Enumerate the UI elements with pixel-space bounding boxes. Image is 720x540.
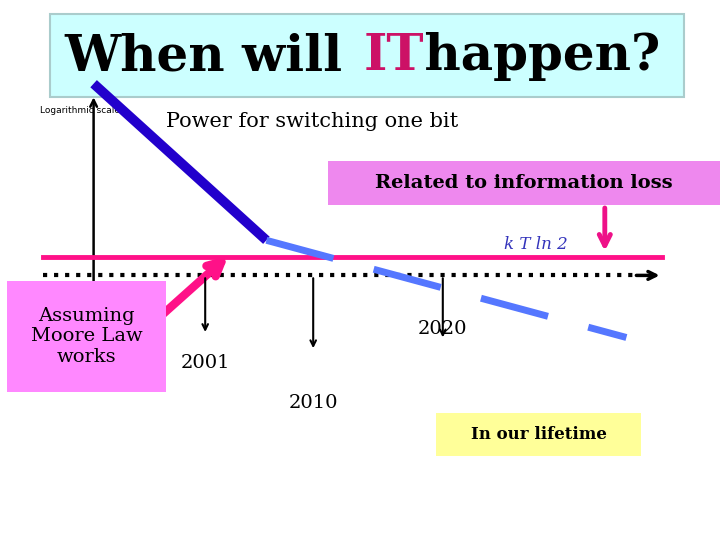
Text: IT: IT (364, 32, 424, 81)
FancyBboxPatch shape (7, 281, 166, 392)
Text: Power for switching one bit: Power for switching one bit (166, 112, 458, 131)
Text: Logarithmic scale: Logarithmic scale (40, 106, 120, 115)
Text: Related to information loss: Related to information loss (374, 174, 672, 192)
FancyBboxPatch shape (50, 14, 684, 97)
Text: In our lifetime: In our lifetime (471, 426, 606, 443)
Text: 2001: 2001 (181, 354, 230, 372)
Text: 2010: 2010 (289, 394, 338, 412)
Text: k T ln 2: k T ln 2 (504, 236, 568, 253)
Text: Assuming
Moore Law
works: Assuming Moore Law works (30, 307, 143, 366)
Text: When will: When will (65, 32, 360, 81)
FancyBboxPatch shape (328, 161, 720, 205)
Text: 2020: 2020 (418, 320, 467, 338)
FancyBboxPatch shape (436, 413, 641, 456)
Text: happen?: happen? (407, 32, 660, 81)
